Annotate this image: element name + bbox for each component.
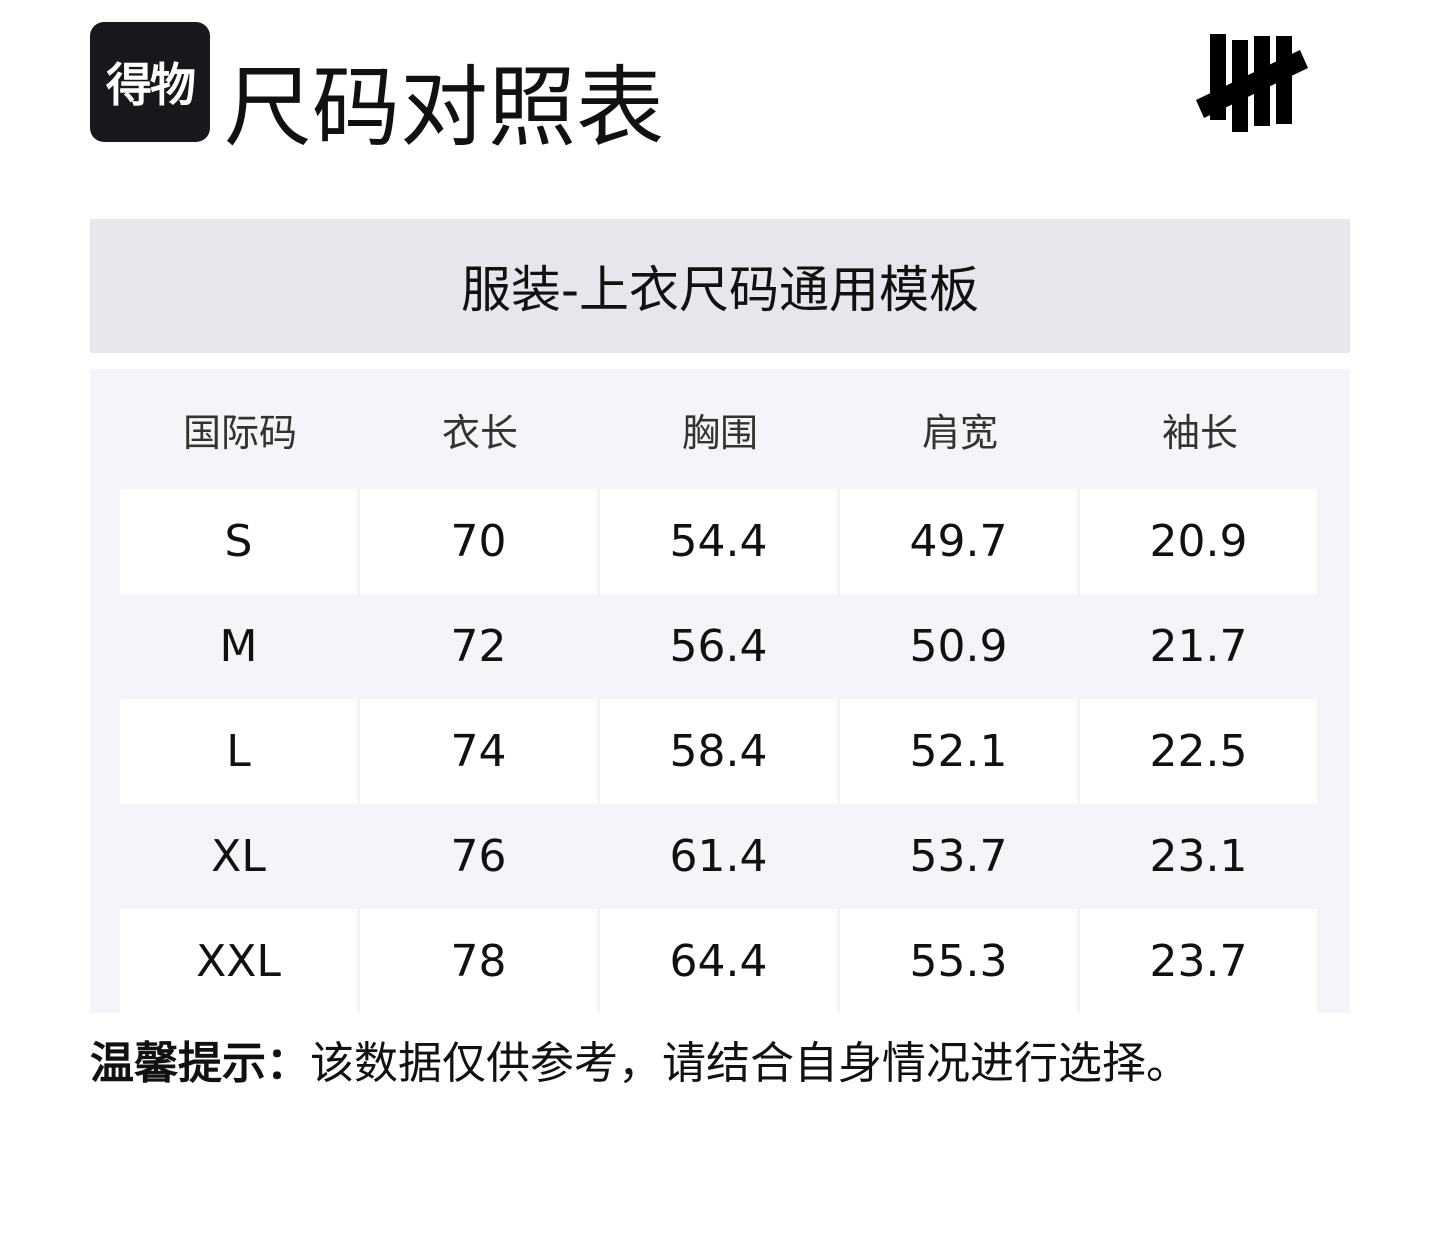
table-cell: 50.9 bbox=[909, 621, 1008, 672]
logo-text: 得物 bbox=[106, 58, 196, 112]
table-cell: M bbox=[219, 621, 258, 672]
table-cell: 21.7 bbox=[1149, 621, 1248, 672]
table-cell: S bbox=[120, 489, 357, 594]
page-title: 尺码对照表 bbox=[224, 56, 665, 159]
column-header: 胸围 bbox=[681, 410, 758, 455]
table-cell: L bbox=[120, 699, 357, 804]
table-cell: 52.1 bbox=[840, 699, 1077, 804]
table-cell: 54.4 bbox=[600, 489, 837, 594]
dewu-logo: 得物 bbox=[90, 22, 210, 142]
table-cell: XL bbox=[211, 831, 266, 882]
table-cell: 78 bbox=[360, 909, 597, 1014]
table-cell: 53.7 bbox=[909, 831, 1008, 882]
table-cell: 20.9 bbox=[1080, 489, 1317, 594]
table-cell: XXL bbox=[120, 909, 357, 1014]
column-header: 衣长 bbox=[441, 410, 518, 455]
table-cell: 70 bbox=[360, 489, 597, 594]
column-header: 国际码 bbox=[182, 410, 297, 455]
table-cell: 74 bbox=[360, 699, 597, 804]
table-cell: 64.4 bbox=[600, 909, 837, 1014]
table-cell: 23.7 bbox=[1080, 909, 1317, 1014]
table-cell: 49.7 bbox=[840, 489, 1077, 594]
note-label: 温馨提示： bbox=[90, 1038, 310, 1089]
note-text: 该数据仅供参考，请结合自身情况进行选择。 bbox=[310, 1038, 1190, 1089]
table-cell: 55.3 bbox=[840, 909, 1077, 1014]
table-cell: 58.4 bbox=[600, 699, 837, 804]
column-header: 肩宽 bbox=[921, 410, 998, 455]
size-table: 国际码 衣长 胸围 肩宽 袖长 S 70 54.4 49.7 20.9 M 72 56.4 50.9 21.… bbox=[90, 369, 1350, 1014]
table-title: 服装-上衣尺码通用模板 bbox=[90, 219, 1350, 353]
table-cell: 76 bbox=[450, 831, 507, 882]
undefeated-logo bbox=[1196, 34, 1308, 132]
column-header: 袖长 bbox=[1161, 410, 1238, 455]
table-cell: 23.1 bbox=[1149, 831, 1248, 882]
table-cell: 22.5 bbox=[1080, 699, 1317, 804]
table-cell: 56.4 bbox=[669, 621, 768, 672]
table-cell: 61.4 bbox=[669, 831, 768, 882]
note: 温馨提示：该数据仅供参考，请结合自身情况进行选择。 bbox=[90, 1032, 1190, 1096]
table-cell: 72 bbox=[450, 621, 507, 672]
